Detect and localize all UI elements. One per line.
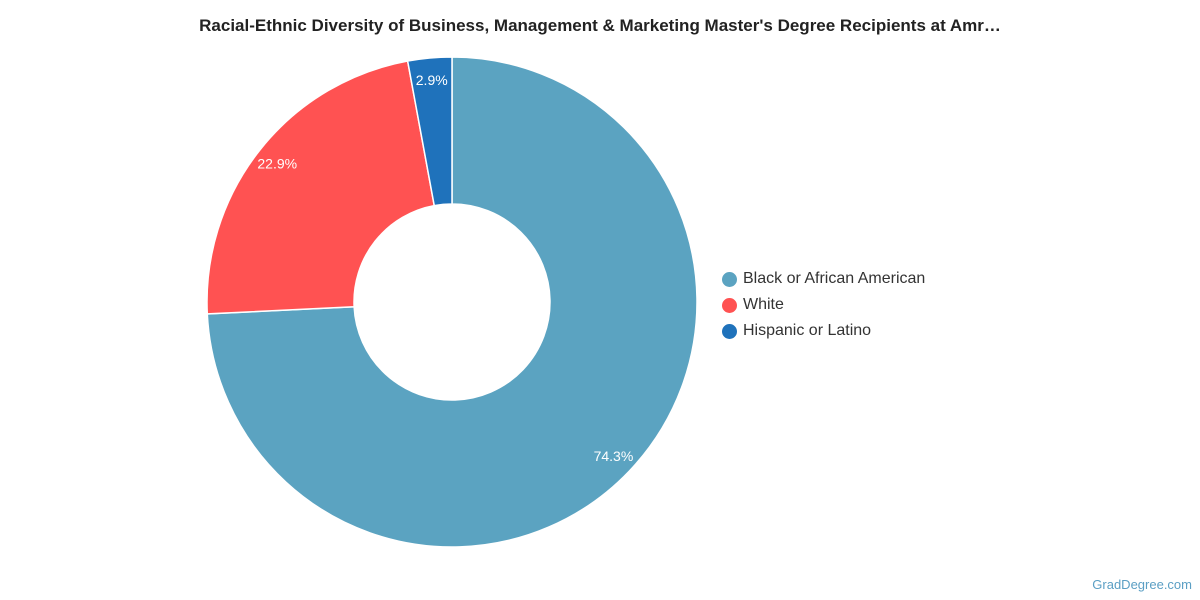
legend-item-0: Black or African American [722,266,925,292]
legend-swatch-1 [722,297,737,313]
legend-swatch-0 [722,271,737,287]
slice-label-0: 74.3% [594,448,634,464]
legend-swatch-2 [722,323,737,339]
legend-item-2: Hispanic or Latino [722,318,925,344]
legend-label-1: White [743,296,784,313]
legend-label-2: Hispanic or Latino [743,322,872,339]
legend-item-1: White [722,292,925,318]
slice-0 [206,56,698,548]
legend-label-0: Black or African American [743,270,926,287]
footer-brand: GradDegree.com [1092,577,1192,592]
chart-legend: Black or African American White Hispanic o… [722,266,925,344]
slice-label-2: 2.9% [416,72,448,88]
chart-title: Racial-Ethnic Diversity of Business, Man… [199,16,1001,35]
slice-1 [206,60,436,315]
slice-2 [406,56,453,207]
slice-label-1: 22.9% [257,156,297,172]
